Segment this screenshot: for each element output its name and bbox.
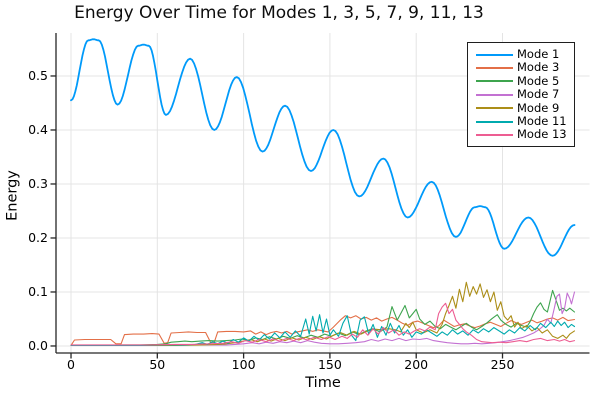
legend-entry: Mode 7 bbox=[468, 88, 574, 101]
legend-line-sample bbox=[476, 107, 513, 110]
legend-entry: Mode 3 bbox=[468, 61, 574, 74]
x-axis-label: Time bbox=[305, 375, 341, 391]
y-axis-label: Energy bbox=[4, 170, 21, 221]
legend-label: Mode 13 bbox=[517, 127, 567, 142]
series-line-mode-1 bbox=[70, 38, 576, 257]
series-line-mode-3 bbox=[70, 315, 576, 346]
legend-label: Mode 3 bbox=[517, 60, 560, 75]
legend-entry: Mode 11 bbox=[468, 115, 574, 128]
legend-line-sample bbox=[476, 93, 513, 96]
legend-line-sample bbox=[476, 80, 513, 83]
legend-label: Mode 11 bbox=[517, 113, 567, 128]
legend-entry: Mode 1 bbox=[468, 48, 574, 61]
legend-line-sample bbox=[476, 53, 513, 56]
series-line-mode-5 bbox=[70, 289, 576, 346]
legend-label: Mode 7 bbox=[517, 87, 560, 102]
legend-label: Mode 9 bbox=[517, 100, 560, 115]
legend-line-sample bbox=[476, 67, 513, 70]
legend-entry: Mode 5 bbox=[468, 75, 574, 88]
series-line-mode-7 bbox=[70, 291, 576, 346]
legend-entry: Mode 13 bbox=[468, 128, 574, 141]
legend-label: Mode 5 bbox=[517, 73, 560, 88]
legend: Mode 1 Mode 3 Mode 5 Mode 7 Mode 9 Mode 11 Mod… bbox=[467, 42, 575, 147]
legend-label: Mode 1 bbox=[517, 46, 560, 61]
chart-title: Energy Over Time for Modes 1, 3, 5, 7, 9… bbox=[74, 3, 484, 23]
series-line-mode-9 bbox=[70, 281, 576, 346]
series-line-mode-11 bbox=[70, 314, 576, 346]
legend-line-sample bbox=[476, 120, 513, 123]
series-line-mode-13 bbox=[70, 302, 576, 346]
legend-entry: Mode 9 bbox=[468, 102, 574, 115]
legend-line-sample bbox=[476, 134, 513, 137]
